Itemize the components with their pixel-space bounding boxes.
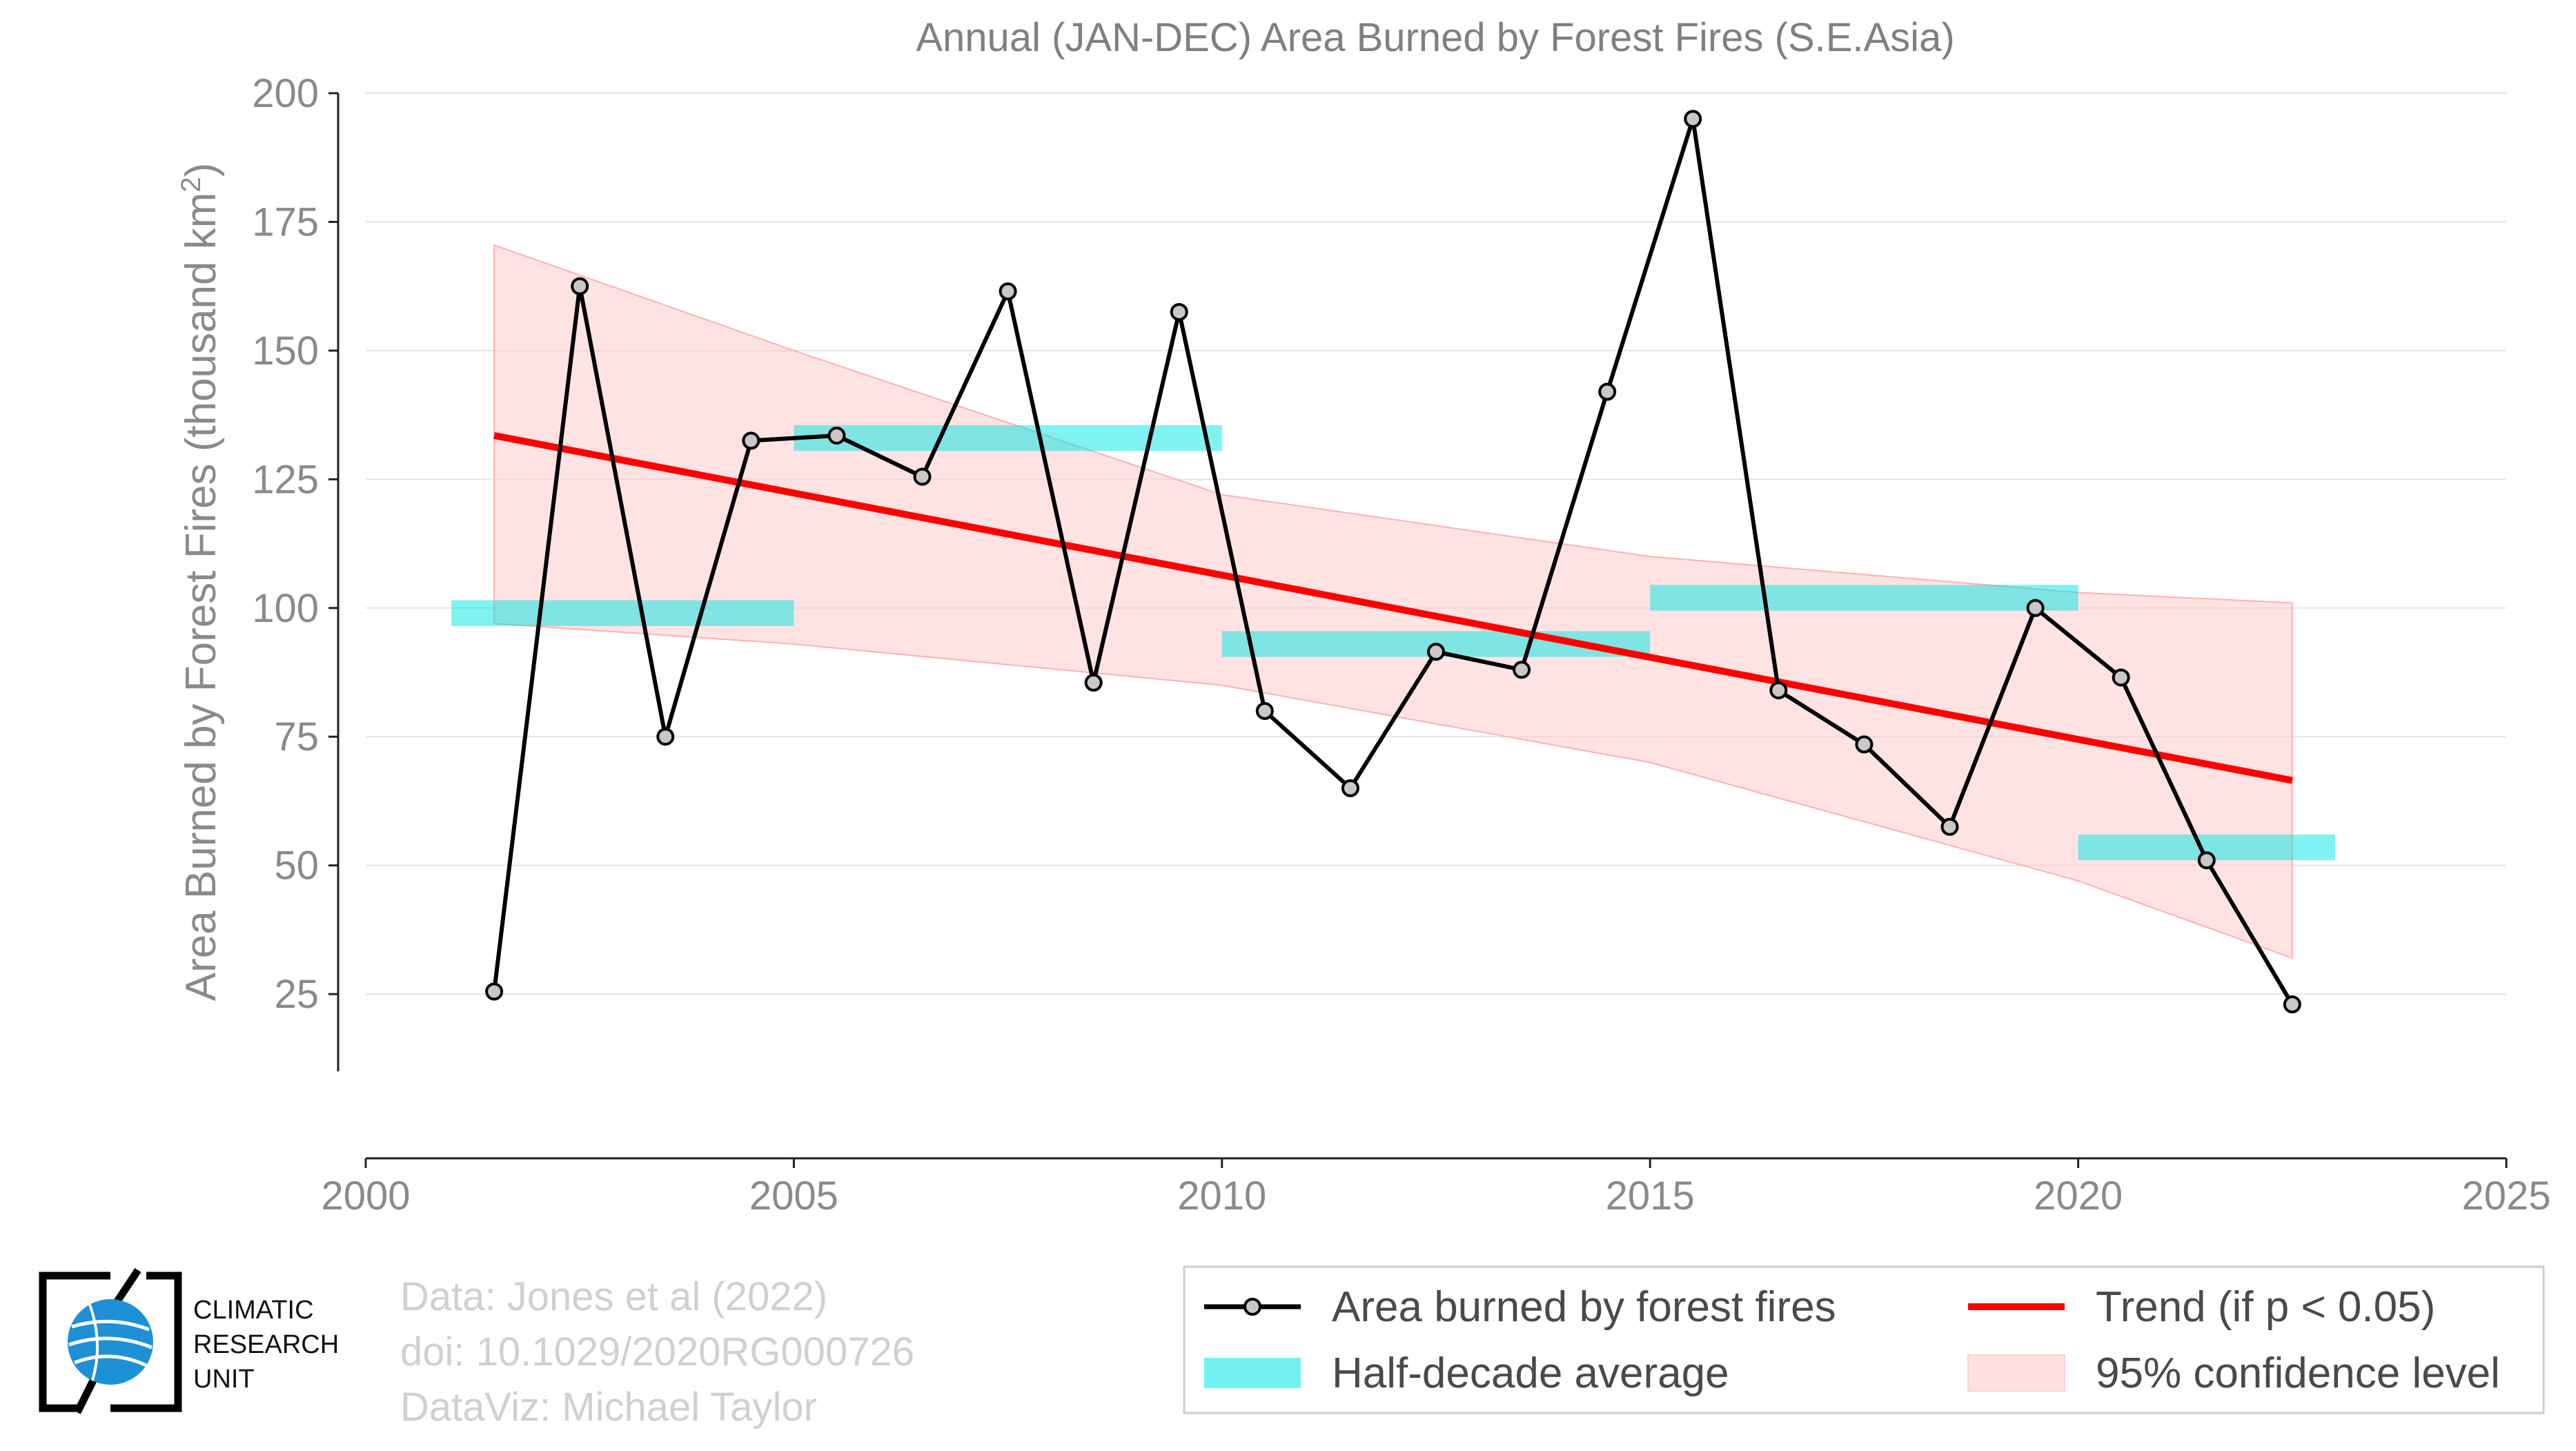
legend-frame — [1183, 1265, 2545, 1414]
data-point — [1170, 302, 1188, 321]
data-point — [485, 982, 504, 1001]
area-burned-series — [485, 110, 2301, 1014]
data-point — [2197, 851, 2216, 870]
data-point — [1513, 661, 1531, 679]
data-point — [1084, 673, 1103, 692]
data-point — [571, 277, 589, 295]
y-tick-label: 150 — [252, 329, 319, 373]
credit-line-3: DataViz: Michael Taylor — [400, 1385, 817, 1430]
y-tick-label: 175 — [252, 199, 319, 244]
data-point — [1769, 681, 1788, 700]
data-point — [1598, 382, 1617, 401]
data-point — [827, 426, 846, 445]
data-point — [656, 728, 675, 746]
half-decade-bar — [451, 600, 794, 626]
data-point — [742, 431, 760, 450]
y-tick-label: 50 — [274, 844, 319, 888]
data-point — [1341, 779, 1359, 797]
legend-swatch-halfdecade — [1204, 1358, 1301, 1388]
data-point — [2112, 668, 2130, 687]
chart-title: Annual (JAN-DEC) Area Burned by Forest F… — [916, 15, 1954, 60]
logo-line-1: CLIMATIC — [193, 1296, 314, 1325]
x-tick-label: 2020 — [2034, 1174, 2123, 1218]
cru-logo: CLIMATIC RESEARCH UNIT — [39, 1267, 339, 1414]
series-line — [492, 117, 2294, 1006]
legend: Area burned by forest fires Trend (if p … — [1183, 1265, 2545, 1414]
x-tick-label: 2005 — [749, 1174, 838, 1218]
legend-label-confidence: 95% confidence level — [2096, 1350, 2500, 1397]
data-point — [1427, 643, 1445, 661]
y-axis-label-sup: 2 — [176, 177, 206, 192]
x-tick-label: 2010 — [1177, 1174, 1266, 1218]
data-point — [1855, 735, 1874, 754]
y-tick-label: 25 — [274, 972, 319, 1017]
logo-bracket — [39, 1272, 110, 1412]
x-tick-label: 2025 — [2461, 1174, 2550, 1218]
data-point — [1255, 701, 1274, 720]
x-tick-label: 2000 — [321, 1174, 410, 1218]
confidence-band — [493, 244, 2293, 960]
data-point — [1684, 110, 1702, 128]
half-decade-bar — [1650, 585, 2078, 611]
logo-line-3: UNIT — [193, 1365, 255, 1394]
legend-label-trend: Trend (if p < 0.05) — [2096, 1283, 2435, 1331]
data-point — [999, 282, 1017, 301]
data-point — [2026, 598, 2045, 617]
logo-line-2: RESEARCH — [193, 1330, 339, 1359]
x-tick-label: 2015 — [1606, 1174, 1695, 1218]
y-tick-label: 125 — [252, 457, 319, 502]
legend-swatch-confidence — [1967, 1354, 2065, 1392]
y-axis-label: Area Burned by Forest Fires (thousand km… — [176, 163, 225, 1002]
y-tick-label: 75 — [274, 714, 319, 759]
logo-bracket — [110, 1272, 182, 1412]
credit-line-2: doi: 10.1029/2020RG000726 — [400, 1330, 914, 1374]
data-point — [913, 467, 932, 486]
y-tick-label: 200 — [252, 71, 319, 116]
data-point — [2283, 995, 2301, 1014]
y-axis-label-end: ) — [177, 163, 225, 177]
x-ticks: 2000 2005 2010 2015 2020 2025 — [321, 1158, 2551, 1218]
legend-label-series: Area burned by forest fires — [1332, 1283, 1836, 1331]
axes — [337, 93, 2506, 1160]
legend-swatch-marker — [1243, 1298, 1261, 1316]
y-ticks: 25 50 75 100 125 150 175 200 — [252, 71, 338, 1017]
y-axis-label-main: Area Burned by Forest Fires (thousand km — [177, 193, 225, 1002]
credit-line-1: Data: Jones et al (2022) — [400, 1274, 827, 1319]
confidence-band-area — [493, 244, 2293, 960]
globe-icon — [68, 1299, 153, 1385]
data-point — [1940, 817, 1959, 836]
legend-label-halfdecade: Half-decade average — [1332, 1350, 1729, 1397]
y-tick-label: 100 — [252, 586, 319, 631]
